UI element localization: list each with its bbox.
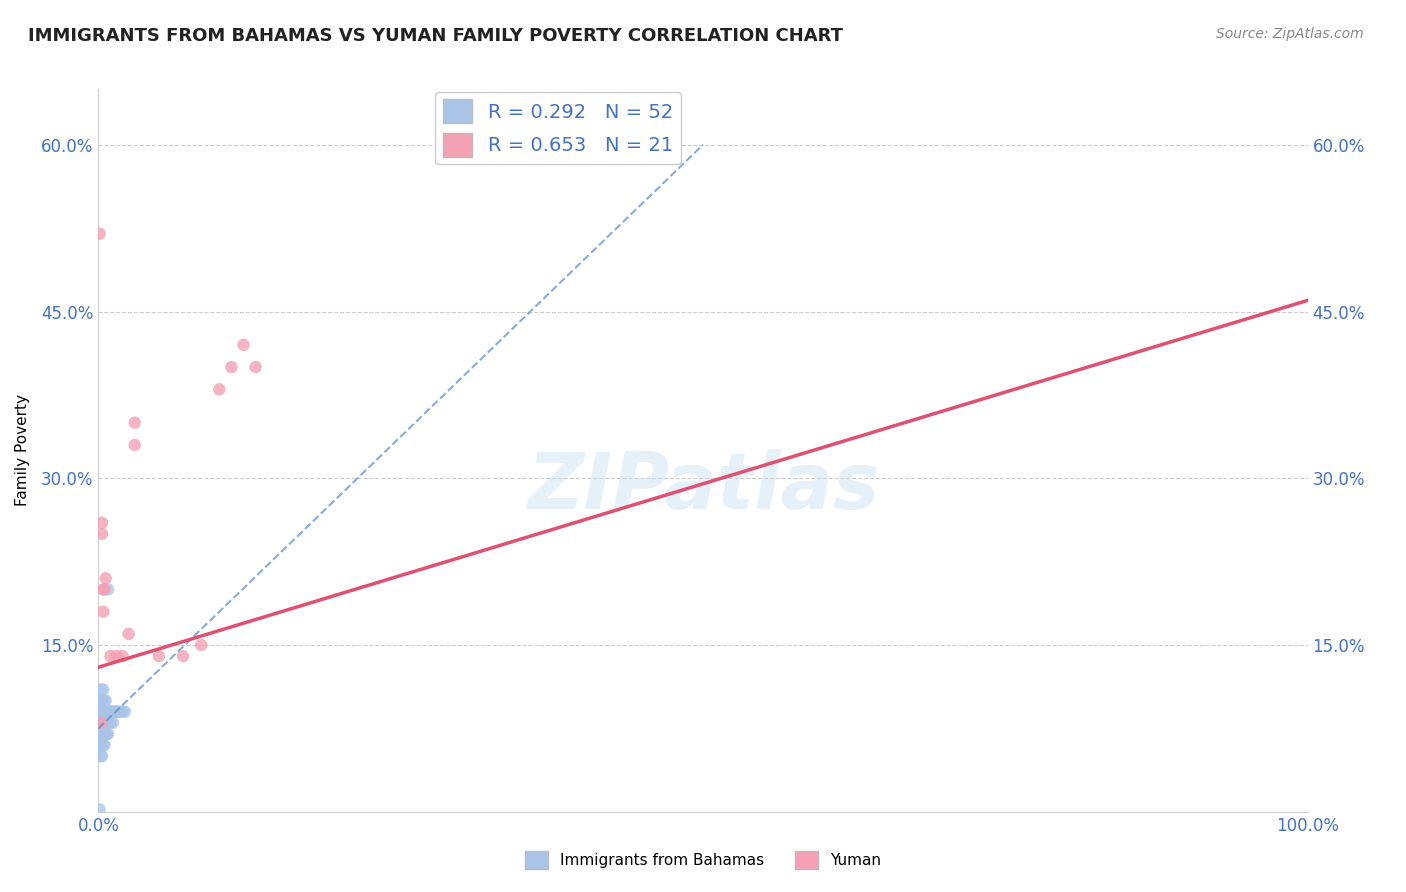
Point bbox=[90, 749, 112, 764]
Point bbox=[111, 649, 134, 664]
Point bbox=[89, 705, 111, 719]
Point bbox=[91, 715, 114, 730]
Point bbox=[94, 571, 117, 585]
Point bbox=[100, 715, 122, 730]
Legend: R = 0.292   N = 52, R = 0.653   N = 21: R = 0.292 N = 52, R = 0.653 N = 21 bbox=[434, 92, 681, 164]
Point bbox=[105, 649, 128, 664]
Point bbox=[94, 693, 117, 707]
Point bbox=[111, 705, 134, 719]
Point bbox=[91, 738, 114, 752]
Point bbox=[100, 705, 122, 719]
Text: Source: ZipAtlas.com: Source: ZipAtlas.com bbox=[1216, 27, 1364, 41]
Point bbox=[97, 727, 120, 741]
Point bbox=[148, 649, 170, 664]
Point bbox=[93, 738, 115, 752]
Y-axis label: Family Poverty: Family Poverty bbox=[15, 394, 30, 507]
Point bbox=[96, 727, 118, 741]
Point bbox=[91, 705, 114, 719]
Point bbox=[91, 715, 114, 730]
Point bbox=[93, 582, 115, 597]
Point bbox=[114, 705, 136, 719]
Point bbox=[107, 705, 129, 719]
Point bbox=[91, 738, 114, 752]
Point bbox=[90, 682, 112, 697]
Point bbox=[93, 727, 115, 741]
Point bbox=[118, 627, 141, 641]
Point bbox=[91, 682, 114, 697]
Point bbox=[90, 705, 112, 719]
Point bbox=[97, 715, 120, 730]
Point bbox=[94, 705, 117, 719]
Point bbox=[172, 649, 194, 664]
Point bbox=[91, 749, 114, 764]
Point bbox=[245, 360, 267, 375]
Point bbox=[100, 705, 122, 719]
Point bbox=[98, 715, 121, 730]
Point bbox=[96, 715, 118, 730]
Point bbox=[90, 738, 112, 752]
Point bbox=[89, 227, 111, 241]
Point bbox=[91, 705, 114, 719]
Point bbox=[96, 705, 118, 719]
Point bbox=[93, 715, 115, 730]
Point bbox=[221, 360, 243, 375]
Point bbox=[101, 705, 124, 719]
Point bbox=[93, 705, 115, 719]
Point bbox=[100, 649, 122, 664]
Point bbox=[94, 727, 117, 741]
Point bbox=[91, 727, 114, 741]
Legend: Immigrants from Bahamas, Yuman: Immigrants from Bahamas, Yuman bbox=[519, 845, 887, 875]
Point bbox=[98, 705, 121, 719]
Point bbox=[90, 693, 112, 707]
Point bbox=[208, 382, 231, 396]
Point bbox=[91, 526, 114, 541]
Point bbox=[105, 705, 128, 719]
Point bbox=[91, 605, 114, 619]
Text: ZIPatlas: ZIPatlas bbox=[527, 449, 879, 524]
Point bbox=[124, 438, 146, 452]
Point bbox=[89, 738, 111, 752]
Point bbox=[91, 693, 114, 707]
Point bbox=[94, 715, 117, 730]
Point bbox=[190, 638, 212, 652]
Point bbox=[101, 715, 124, 730]
Point bbox=[108, 705, 131, 719]
Point bbox=[91, 516, 114, 530]
Point bbox=[93, 693, 115, 707]
Point bbox=[90, 715, 112, 730]
Point bbox=[104, 705, 127, 719]
Point bbox=[89, 727, 111, 741]
Point bbox=[232, 338, 254, 352]
Point bbox=[103, 705, 125, 719]
Point bbox=[91, 727, 114, 741]
Point bbox=[89, 715, 111, 730]
Point bbox=[97, 582, 120, 597]
Point bbox=[89, 803, 111, 817]
Point bbox=[90, 727, 112, 741]
Point bbox=[124, 416, 146, 430]
Point bbox=[91, 582, 114, 597]
Point bbox=[90, 715, 112, 730]
Text: IMMIGRANTS FROM BAHAMAS VS YUMAN FAMILY POVERTY CORRELATION CHART: IMMIGRANTS FROM BAHAMAS VS YUMAN FAMILY … bbox=[28, 27, 844, 45]
